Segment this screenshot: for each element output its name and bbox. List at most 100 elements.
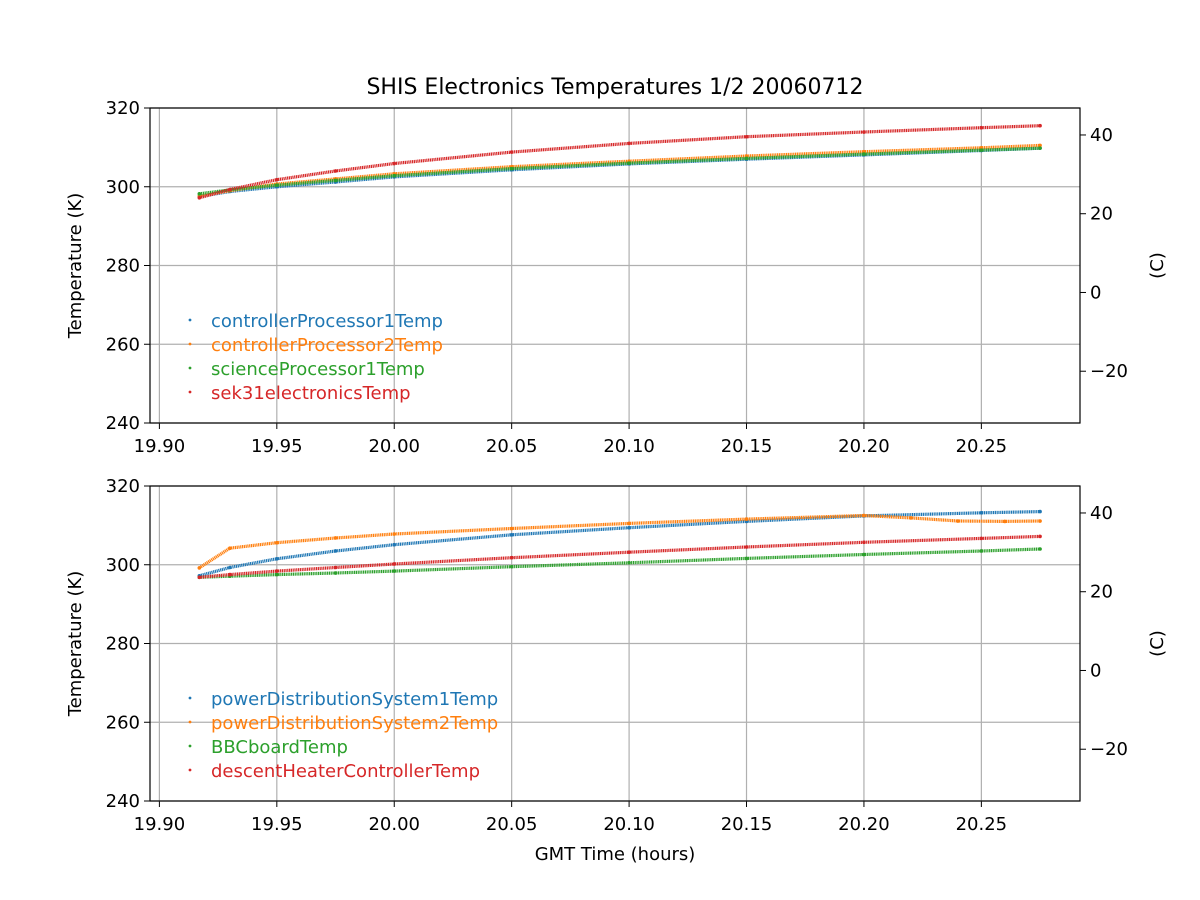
x-tick-label: 19.90: [134, 436, 186, 457]
legend-entry: sek31electronicsTemp: [211, 383, 411, 404]
y-axis-label: Temperature (K): [65, 193, 86, 340]
data-point: [627, 550, 631, 554]
x-tick-label: 20.15: [721, 814, 773, 835]
data-point: [862, 152, 866, 156]
y2-tick-label: 20: [1090, 204, 1113, 225]
data-point: [228, 572, 232, 577]
figure-title: SHIS Electronics Temperatures 1/2 200607…: [366, 75, 863, 100]
data-point: [979, 549, 984, 553]
bottom-subplot: 19.90 19.95 20.00 20.05 20.10 20.15 20.20 20.25…: [65, 476, 1168, 835]
x-tick-label: 20.00: [368, 436, 420, 457]
legend-entry: powerDistributionSystem1Temp: [211, 689, 498, 710]
data-point: [333, 536, 338, 540]
data-point: [228, 546, 232, 551]
data-point: [909, 516, 913, 520]
data-point: [392, 569, 397, 573]
y-tick-label: 240: [106, 413, 140, 434]
x-tick-label: 20.20: [838, 814, 890, 835]
data-point: [1038, 123, 1042, 128]
data-point: [956, 519, 960, 523]
data-point: [627, 525, 631, 530]
data-point: [509, 533, 514, 537]
legend-entry: controllerProcessor1Temp: [211, 311, 443, 332]
y-tick-label: 320: [106, 476, 140, 497]
data-point: [627, 560, 631, 565]
x-tick-label: 20.05: [486, 814, 538, 835]
x-tick-label: 20.15: [721, 436, 773, 457]
data-point: [333, 565, 338, 570]
data-point: [228, 187, 232, 192]
y-tick-label: 260: [106, 712, 140, 733]
series-trace: [199, 534, 1041, 579]
data-point: [509, 555, 514, 560]
data-point: [1038, 519, 1042, 523]
y-tick-label: 320: [106, 98, 140, 119]
y2-tick-label: −20: [1090, 739, 1128, 760]
data-point: [627, 521, 631, 526]
y-axis-label: Temperature (K): [65, 571, 86, 718]
data-point: [979, 510, 984, 515]
x-axis-label: GMT Time (hours): [535, 844, 696, 865]
y-tick-label: 300: [106, 555, 140, 576]
data-point: [744, 556, 749, 561]
data-point: [333, 571, 338, 575]
data-point: [509, 564, 514, 569]
legend-entry: controllerProcessor2Temp: [211, 335, 443, 356]
data-point: [744, 517, 749, 521]
plot-frame: [149, 107, 1081, 424]
data-point: [862, 552, 866, 557]
data-point: [228, 565, 232, 570]
legend-marker: [188, 720, 192, 724]
y2-axis-label: (C): [1147, 252, 1168, 279]
data-point: [275, 572, 279, 577]
x-tick-label: 20.05: [486, 436, 538, 457]
data-point: [744, 545, 749, 549]
data-point: [392, 542, 397, 547]
data-point: [862, 513, 866, 518]
data-point: [509, 150, 514, 154]
data-point: [744, 156, 749, 161]
y2-tick-label: 0: [1090, 660, 1101, 681]
data-point: [862, 540, 866, 545]
series-descentHeaterControllerTemp: [197, 534, 1042, 580]
legend-marker: [188, 768, 192, 772]
legend-marker: [188, 318, 192, 322]
y2-tick-label: 0: [1090, 282, 1101, 303]
data-point: [979, 148, 984, 152]
data-point: [392, 173, 397, 178]
data-point: [392, 532, 397, 536]
data-point: [979, 125, 984, 130]
legend-marker: [188, 744, 192, 748]
data-point: [862, 130, 866, 134]
x-tick-label: 19.95: [251, 814, 303, 835]
data-point: [197, 566, 202, 570]
data-point: [333, 178, 338, 183]
series-powerDistributionSystem2Temp: [197, 513, 1042, 570]
legend-marker: [188, 696, 192, 700]
y-tick-label: 240: [106, 791, 140, 812]
data-point: [744, 134, 749, 139]
y2-axis-label: (C): [1147, 630, 1168, 657]
x-tick-label: 20.20: [838, 436, 890, 457]
y-tick-label: 280: [106, 256, 140, 277]
data-point: [197, 192, 202, 196]
series-sek31electronicsTemp: [197, 123, 1042, 200]
y2-tick-label: 40: [1090, 503, 1113, 524]
legend-entry: powerDistributionSystem2Temp: [211, 713, 498, 734]
data-point: [627, 141, 631, 146]
data-point: [275, 177, 279, 182]
data-point: [275, 569, 279, 573]
x-tick-label: 20.10: [603, 814, 655, 835]
legend-marker: [188, 342, 192, 346]
x-tick-label: 20.25: [956, 814, 1008, 835]
data-point: [197, 575, 202, 580]
y2-tick-label: 20: [1090, 582, 1113, 603]
legend-marker: [188, 366, 192, 370]
data-point: [333, 169, 338, 173]
plot-frame: [149, 485, 1081, 802]
y2-tick-label: 40: [1090, 125, 1113, 146]
top-subplot: 19.90 19.95 20.00 20.05 20.10 20.15 20.20 20.25…: [65, 98, 1168, 457]
data-point: [1038, 143, 1042, 148]
data-point: [509, 526, 514, 531]
